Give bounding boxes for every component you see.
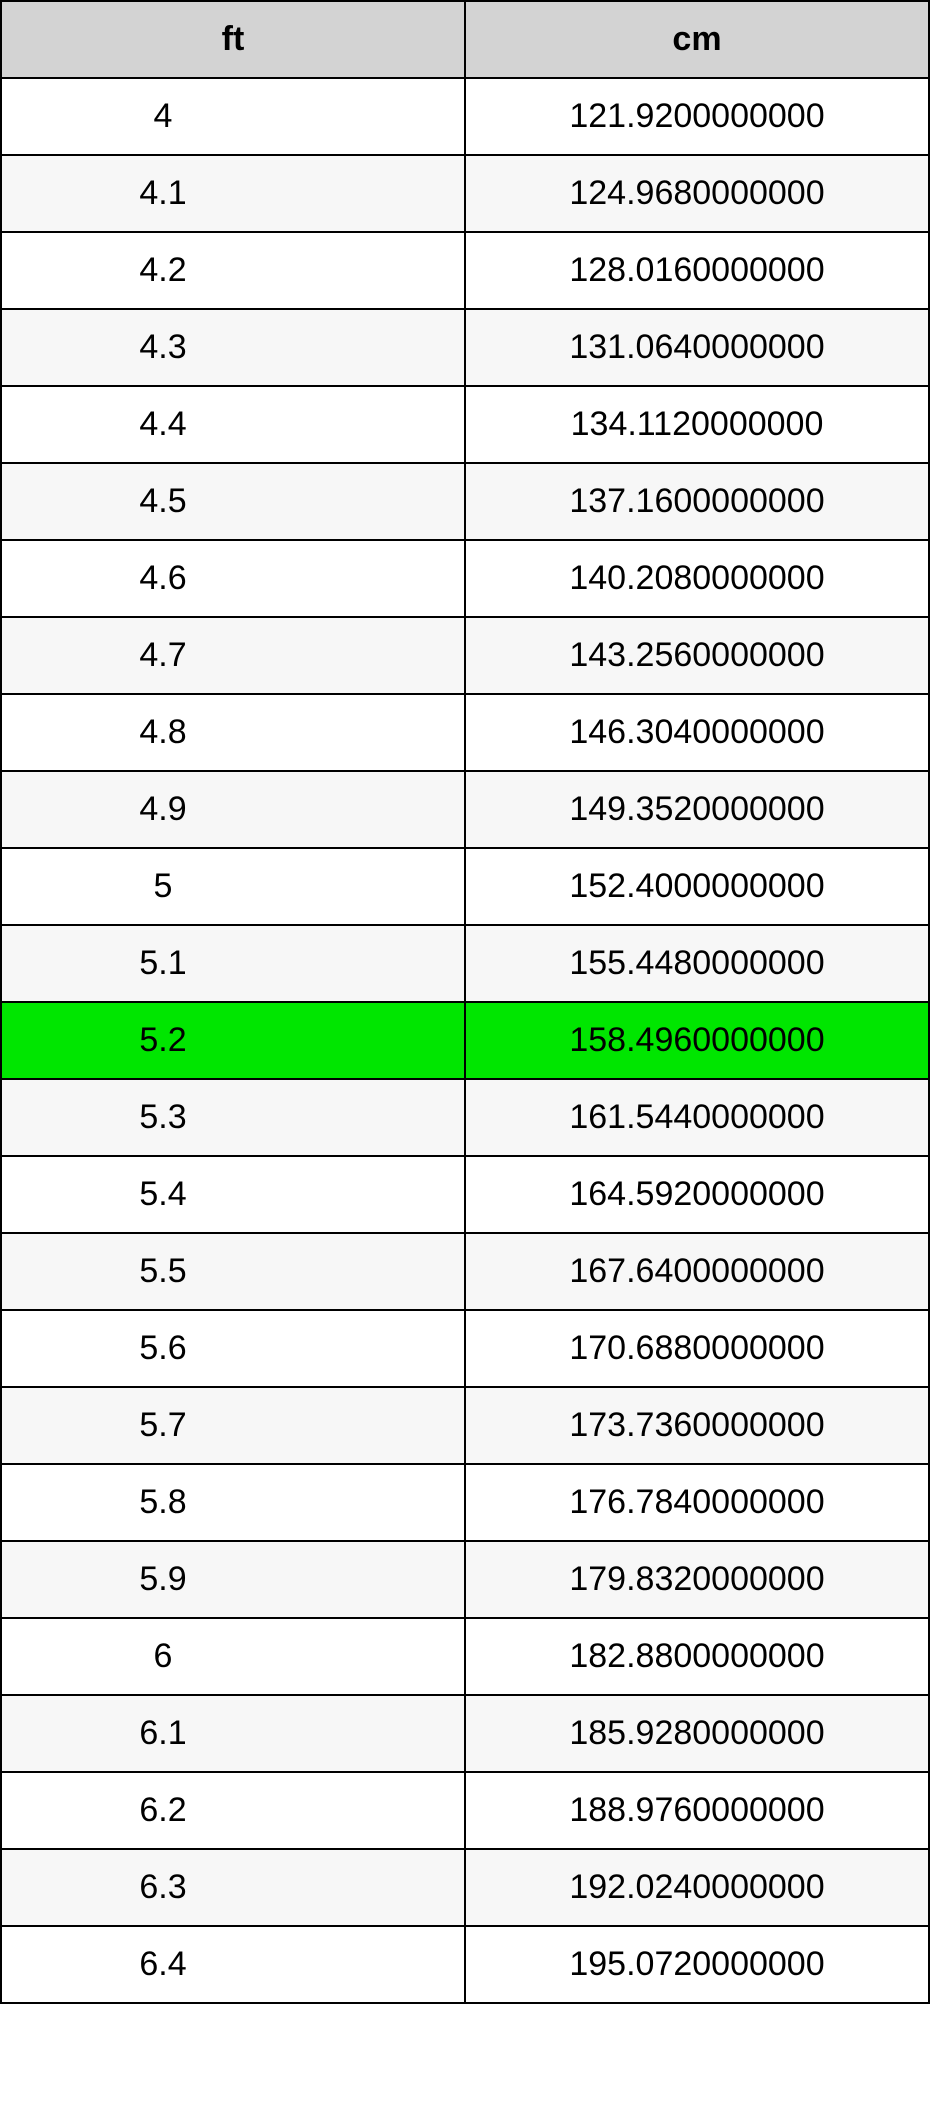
cell-cm: 192.0240000000 <box>465 1849 929 1926</box>
table-row: 5.3161.5440000000 <box>1 1079 929 1156</box>
table-row: 4.9149.3520000000 <box>1 771 929 848</box>
cell-ft: 5.8 <box>1 1464 465 1541</box>
cell-cm: 146.3040000000 <box>465 694 929 771</box>
cell-ft: 5.2 <box>1 1002 465 1079</box>
cell-ft: 4.1 <box>1 155 465 232</box>
table-row: 5152.4000000000 <box>1 848 929 925</box>
cell-cm: 152.4000000000 <box>465 848 929 925</box>
cell-ft: 4.8 <box>1 694 465 771</box>
cell-cm: 158.4960000000 <box>465 1002 929 1079</box>
cell-ft: 5.6 <box>1 1310 465 1387</box>
table-row: 5.2158.4960000000 <box>1 1002 929 1079</box>
cell-ft: 6.4 <box>1 1926 465 2003</box>
cell-ft: 4.4 <box>1 386 465 463</box>
cell-cm: 176.7840000000 <box>465 1464 929 1541</box>
table-row: 4121.9200000000 <box>1 78 929 155</box>
cell-cm: 173.7360000000 <box>465 1387 929 1464</box>
cell-ft: 5.9 <box>1 1541 465 1618</box>
cell-ft: 4.9 <box>1 771 465 848</box>
cell-cm: 195.0720000000 <box>465 1926 929 2003</box>
cell-ft: 5.3 <box>1 1079 465 1156</box>
cell-cm: 182.8800000000 <box>465 1618 929 1695</box>
cell-cm: 140.2080000000 <box>465 540 929 617</box>
table-row: 4.8146.3040000000 <box>1 694 929 771</box>
cell-ft: 6.2 <box>1 1772 465 1849</box>
cell-cm: 124.9680000000 <box>465 155 929 232</box>
table-row: 5.9179.8320000000 <box>1 1541 929 1618</box>
cell-ft: 5.7 <box>1 1387 465 1464</box>
table-row: 5.8176.7840000000 <box>1 1464 929 1541</box>
cell-cm: 185.9280000000 <box>465 1695 929 1772</box>
cell-ft: 5.5 <box>1 1233 465 1310</box>
table-row: 5.1155.4480000000 <box>1 925 929 1002</box>
cell-ft: 4.6 <box>1 540 465 617</box>
table-row: 4.5137.1600000000 <box>1 463 929 540</box>
cell-cm: 149.3520000000 <box>465 771 929 848</box>
cell-ft: 5.4 <box>1 1156 465 1233</box>
cell-cm: 188.9760000000 <box>465 1772 929 1849</box>
cell-ft: 4.7 <box>1 617 465 694</box>
cell-cm: 164.5920000000 <box>465 1156 929 1233</box>
table-row: 4.3131.0640000000 <box>1 309 929 386</box>
cell-cm: 155.4480000000 <box>465 925 929 1002</box>
cell-cm: 161.5440000000 <box>465 1079 929 1156</box>
cell-ft: 4.5 <box>1 463 465 540</box>
table-row: 6.4195.0720000000 <box>1 1926 929 2003</box>
table-header-row: ft cm <box>1 1 929 78</box>
table-row: 5.5167.6400000000 <box>1 1233 929 1310</box>
table-row: 5.6170.6880000000 <box>1 1310 929 1387</box>
cell-cm: 131.0640000000 <box>465 309 929 386</box>
cell-cm: 179.8320000000 <box>465 1541 929 1618</box>
cell-ft: 4.3 <box>1 309 465 386</box>
table-row: 6182.8800000000 <box>1 1618 929 1695</box>
cell-ft: 5.1 <box>1 925 465 1002</box>
table-row: 6.3192.0240000000 <box>1 1849 929 1926</box>
table-row: 6.2188.9760000000 <box>1 1772 929 1849</box>
table-row: 5.4164.5920000000 <box>1 1156 929 1233</box>
cell-ft: 5 <box>1 848 465 925</box>
cell-cm: 170.6880000000 <box>465 1310 929 1387</box>
column-header-cm: cm <box>465 1 929 78</box>
cell-ft: 6 <box>1 1618 465 1695</box>
table-row: 4.1124.9680000000 <box>1 155 929 232</box>
table-row: 5.7173.7360000000 <box>1 1387 929 1464</box>
table-row: 4.4134.1120000000 <box>1 386 929 463</box>
cell-cm: 128.0160000000 <box>465 232 929 309</box>
conversion-table: ft cm 4121.92000000004.1124.96800000004.… <box>0 0 930 2004</box>
cell-ft: 6.3 <box>1 1849 465 1926</box>
table-row: 4.6140.2080000000 <box>1 540 929 617</box>
cell-cm: 137.1600000000 <box>465 463 929 540</box>
cell-ft: 4 <box>1 78 465 155</box>
table-row: 4.7143.2560000000 <box>1 617 929 694</box>
table-row: 6.1185.9280000000 <box>1 1695 929 1772</box>
table-row: 4.2128.0160000000 <box>1 232 929 309</box>
cell-cm: 134.1120000000 <box>465 386 929 463</box>
column-header-ft: ft <box>1 1 465 78</box>
cell-cm: 121.9200000000 <box>465 78 929 155</box>
cell-ft: 4.2 <box>1 232 465 309</box>
cell-ft: 6.1 <box>1 1695 465 1772</box>
cell-cm: 143.2560000000 <box>465 617 929 694</box>
cell-cm: 167.6400000000 <box>465 1233 929 1310</box>
